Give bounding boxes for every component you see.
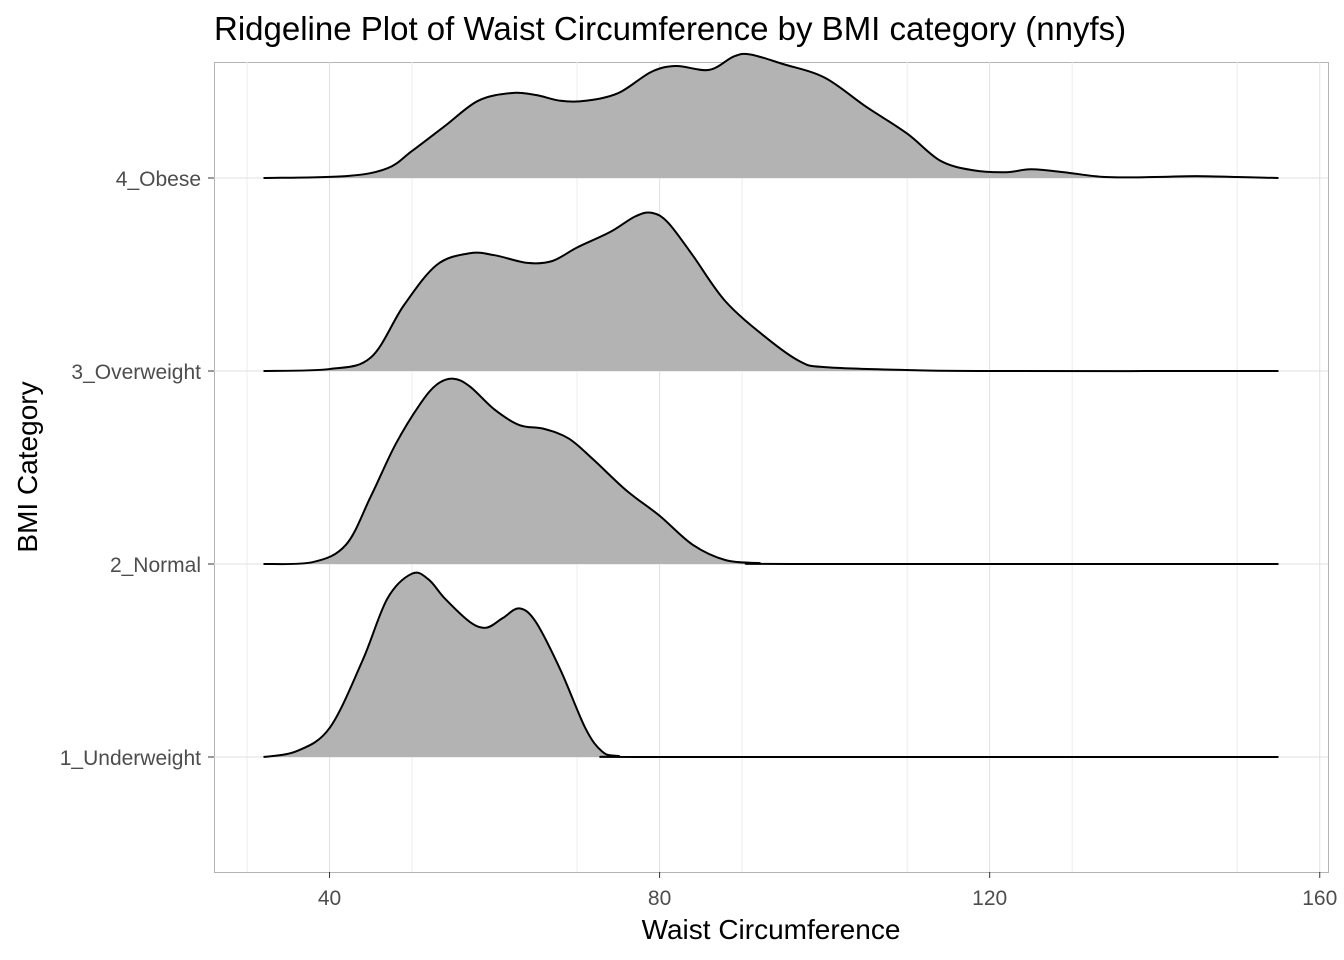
ridge-area [263, 212, 1279, 372]
x-axis: 40 80 120 160 [318, 872, 1337, 910]
ridge-outline [263, 211, 1279, 373]
y-tick-label: 3_Overweight [71, 361, 201, 384]
x-tick-label: 40 [318, 887, 341, 910]
ridge-outline [263, 571, 1279, 759]
x-tick-label: 80 [648, 887, 671, 910]
ridge-area [263, 378, 1279, 565]
ridge-area [263, 572, 1279, 758]
y-axis: 1_Underweight 2_Normal 3_Overweight 4_Obese [60, 168, 214, 770]
y-tick-label: 2_Normal [110, 554, 201, 577]
ridge-outline [263, 52, 1279, 179]
ridge-outline [263, 377, 1279, 566]
x-tick-label: 160 [1302, 887, 1337, 910]
y-axis-title: BMI Category [12, 381, 43, 552]
ridge-3_Overweight [263, 211, 1279, 373]
y-tick-label: 4_Obese [116, 168, 201, 191]
ridge-4_Obese [263, 52, 1279, 179]
ridge-area [263, 53, 1279, 179]
y-tick-label: 1_Underweight [60, 747, 201, 770]
ridge-1_Underweight [263, 571, 1279, 759]
ridge-layer [263, 52, 1279, 759]
plot-panel [214, 52, 1329, 873]
ridge-2_Normal [263, 377, 1279, 566]
chart-title: Ridgeline Plot of Waist Circumference by… [214, 10, 1126, 47]
x-tick-label: 120 [972, 887, 1007, 910]
x-axis-title: Waist Circumference [642, 914, 901, 945]
